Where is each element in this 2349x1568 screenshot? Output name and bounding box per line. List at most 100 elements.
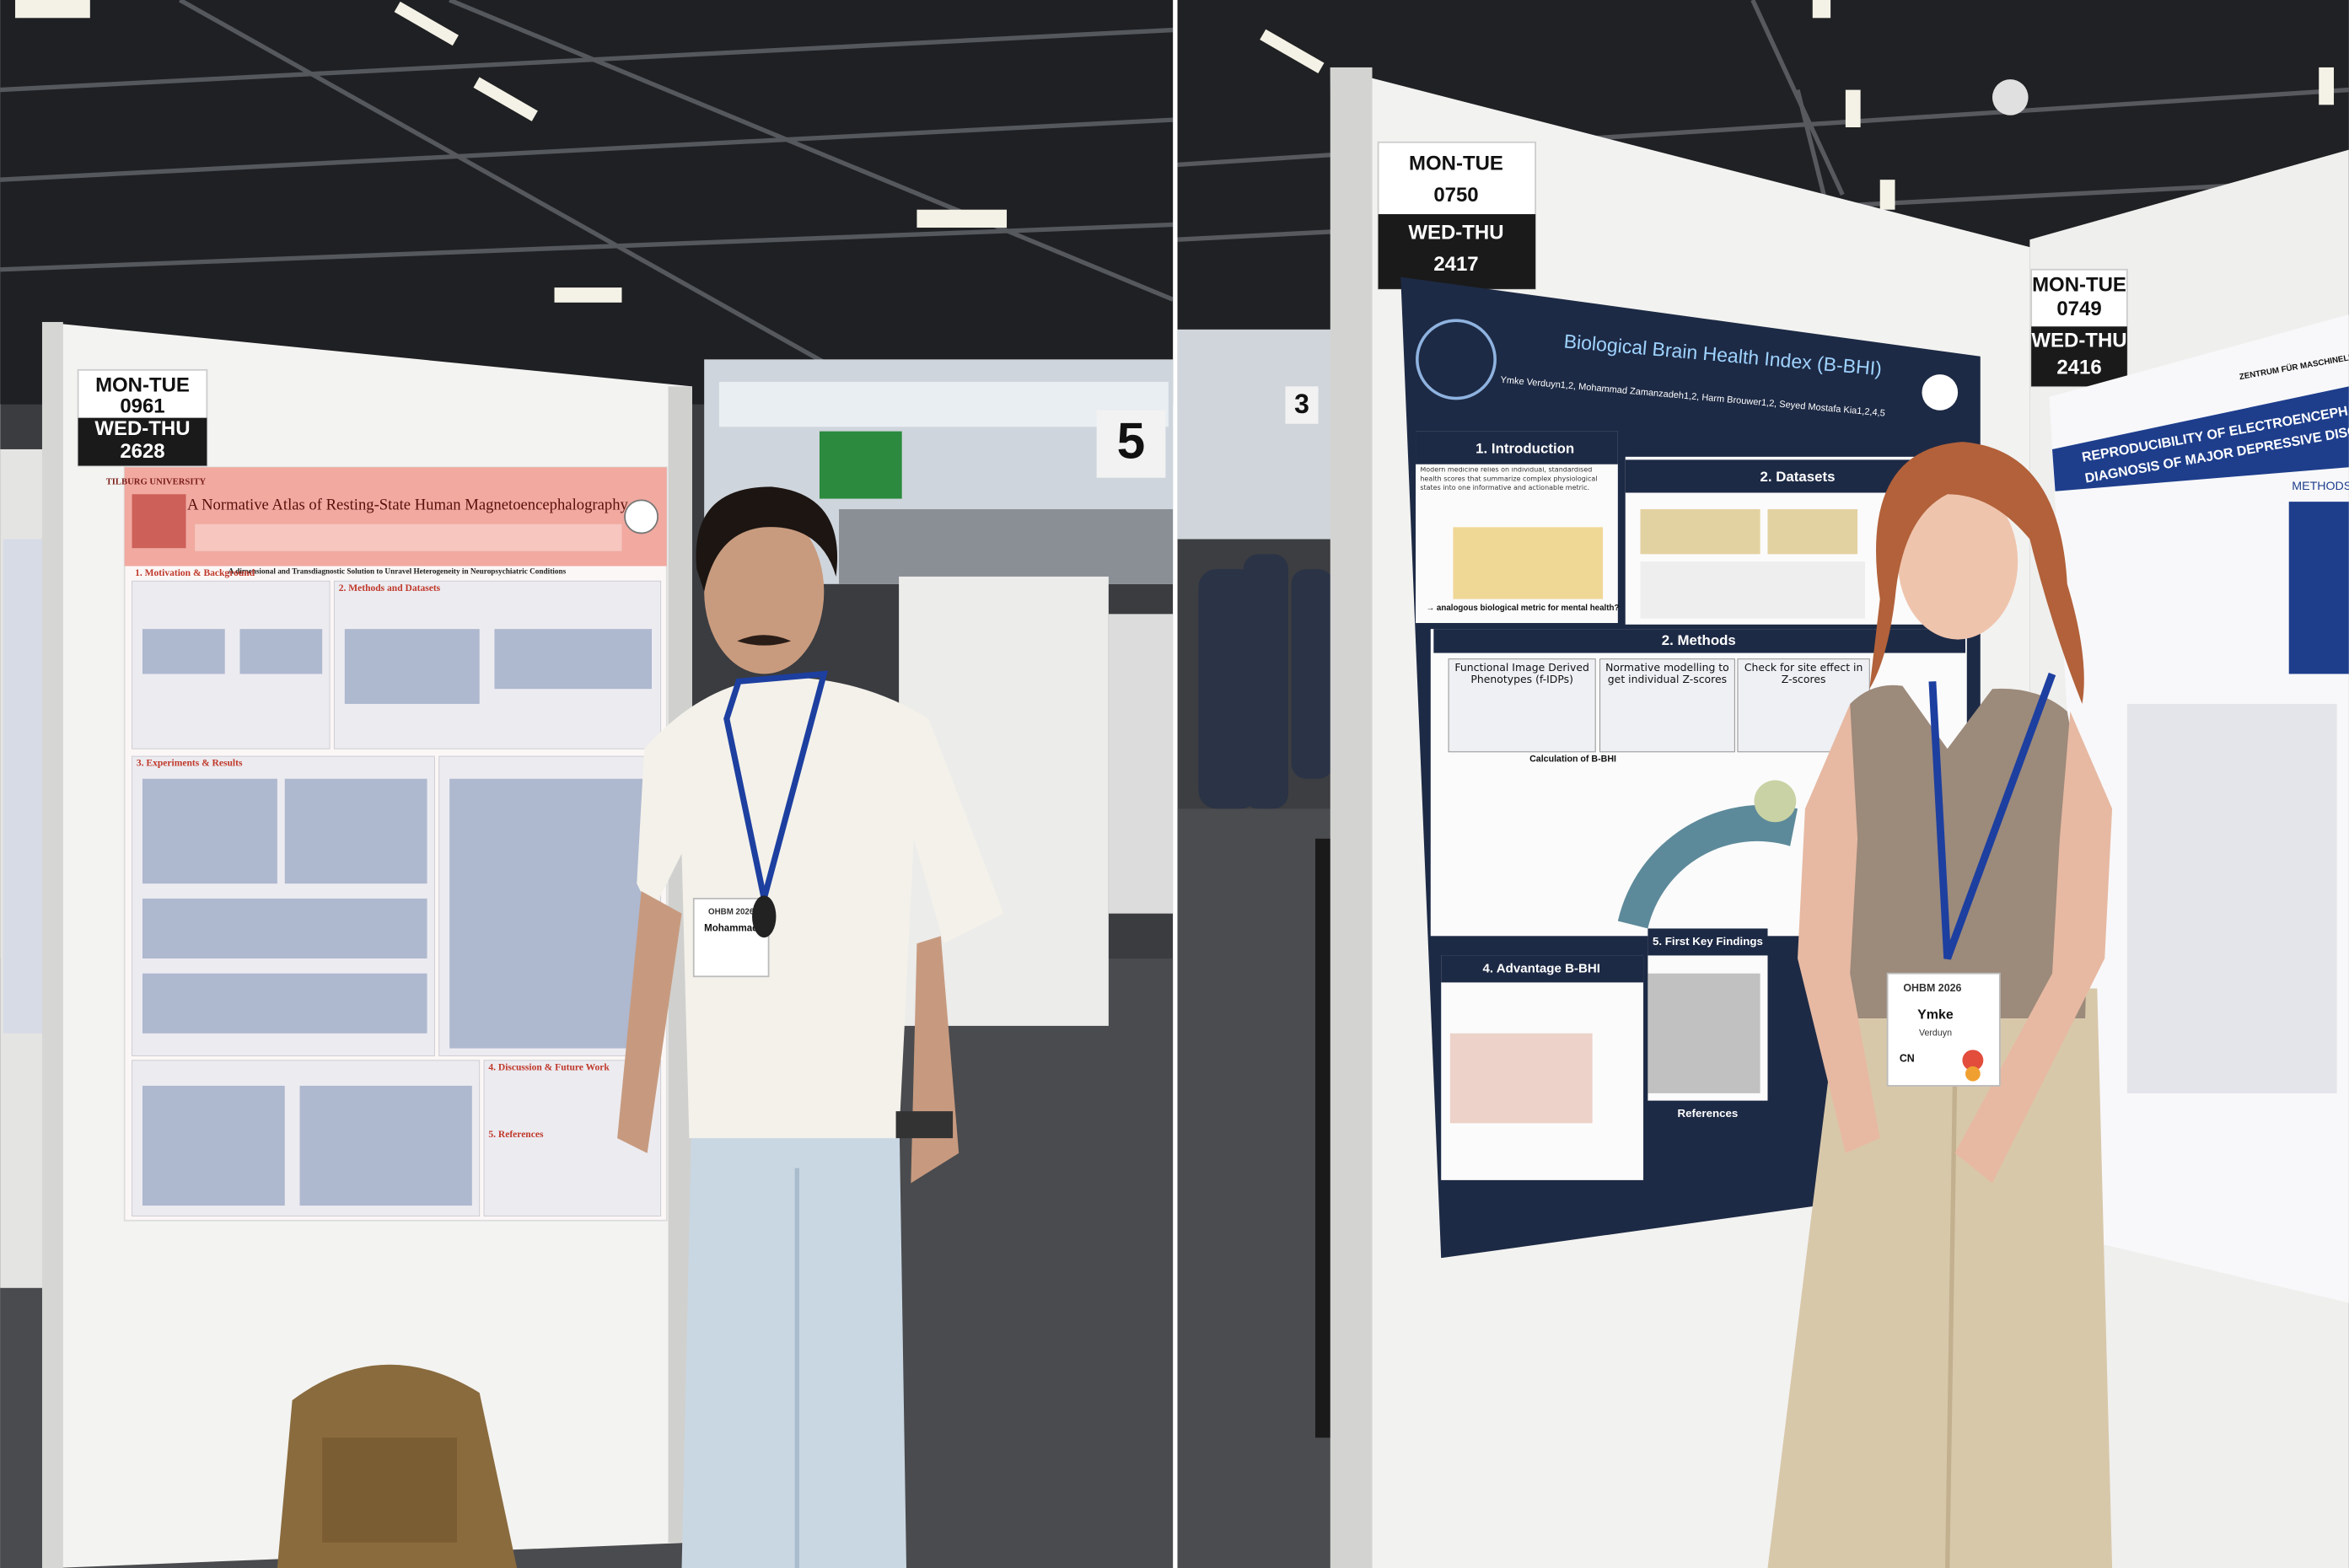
board-days: MON-TUE (2032, 274, 2126, 297)
method-step: Normative modelling to get individual Z-… (1605, 662, 1729, 686)
method-step-box: Check for site effect in Z-scores (1744, 662, 1863, 686)
windows (718, 382, 1169, 427)
badge-event: OHBM 2026 (1903, 982, 1961, 994)
backpack-pocket (322, 1437, 458, 1543)
method-step: Check for site effect in Z-scores (1744, 662, 1863, 686)
badge-clip (752, 895, 777, 938)
arm (1954, 711, 2113, 1184)
board-sign-dark (1378, 214, 1536, 289)
section-heading: 4. Discussion & Future Work (488, 1062, 610, 1072)
badge-name: Mohammad (704, 923, 758, 933)
neighbor-section: METHODS (2292, 480, 2349, 493)
face (704, 509, 825, 674)
watch (895, 1111, 954, 1139)
intro-text-box: Modern medicine relies on individual, st… (1420, 467, 1598, 492)
hall-number: 5 (1117, 412, 1146, 470)
right-photo: 3 MON-TUE 0750 WED-THU 2417 Biological B… (1177, 0, 2349, 1568)
badge-last-name: Verduyn (1919, 1028, 1952, 1039)
duct (839, 509, 1174, 584)
poster-sections: 1. Introduction 2. Datasets 2. Methods 4… (1476, 440, 1835, 1120)
person-left: OHBM 2026 Mohammad (617, 486, 1004, 1568)
arm (617, 891, 682, 1153)
university-logo (1922, 374, 1959, 411)
university-logo (132, 494, 186, 549)
board-sign-dark (2031, 326, 2127, 387)
neighbor-title-bar (2052, 386, 2349, 491)
board-number: 0749 (2056, 298, 2101, 320)
exit-sign (819, 431, 902, 499)
badge-logo (1962, 1050, 1984, 1071)
method-step-box: Functional Image Derived Phenotypes (f-I… (1454, 662, 1589, 686)
hall-number-sign (1096, 410, 1166, 478)
badge-tag: CN (1900, 1052, 1915, 1064)
intro-question: → analogous biological metric for mental… (1426, 604, 1619, 613)
badge (1886, 972, 2001, 1087)
brain-logo (1416, 319, 1497, 400)
dataset-histograms (1640, 509, 1858, 555)
section-heading: 5. First Key Findings (1653, 935, 1763, 948)
dataset-table (1640, 561, 1865, 619)
left-photo: 5 MON-TUE 0961 WED-THU 2628 TILBURG UNIV… (0, 0, 1174, 1568)
poster-sections: 1. Motivation & Background 2. Methods an… (135, 568, 610, 1140)
lanyard (1928, 672, 2056, 960)
section-heading: 4. Advantage B-BHI (1482, 961, 1599, 975)
board-number: 2417 (1433, 253, 1478, 276)
section-heading: 1. Introduction (1476, 440, 1574, 456)
section-heading: 2. Methods (1662, 632, 1736, 648)
gauge (1617, 804, 1798, 929)
trouser-crease (1945, 1078, 1958, 1568)
hall-wall (1177, 329, 1342, 540)
board-days: MON-TUE (1409, 153, 1503, 175)
histogram-figure (1449, 1033, 1593, 1124)
board-sign-dark (78, 417, 207, 466)
hall-number: 3 (1294, 389, 1309, 419)
divider (1173, 0, 1178, 1568)
method-step-box: Normative modelling to get individual Z-… (1605, 662, 1729, 686)
institution: TILBURG UNIVERSITY (106, 477, 207, 486)
section-heading: 3. Experiments & Results (137, 759, 243, 769)
face (1898, 483, 2018, 640)
shirt (637, 676, 1004, 1139)
section-heading: 2. Datasets (1760, 469, 1836, 485)
neighbor-figures (2126, 703, 2337, 1093)
intro-text: Modern medicine relies on individual, st… (1420, 467, 1598, 492)
board-number: 0750 (1433, 184, 1478, 207)
board-frame (41, 321, 63, 1568)
person-right: OHBM 2026 Ymke Verduyn CN (1767, 442, 2113, 1568)
moustache (737, 635, 792, 646)
badge-first-name: Ymke (1917, 1008, 1954, 1023)
section-heading: 5. References (488, 1130, 544, 1140)
ceiling-lights (14, 0, 1008, 303)
arm (1798, 703, 1880, 1153)
brain-icon (1754, 780, 1797, 823)
hair (1869, 442, 2084, 704)
brain-logo (624, 499, 658, 534)
calculation-heading: Calculation of B-BHI (1529, 754, 1616, 765)
health-score-figure (1453, 527, 1604, 599)
badge-logo (1965, 1066, 1981, 1082)
section-heading: References (1678, 1107, 1739, 1120)
section-heading: 2. Methods and Datasets (339, 583, 441, 593)
board-days: MON-TUE (95, 374, 190, 397)
tank-top (1842, 685, 2090, 1019)
neighbor-table (2288, 502, 2349, 674)
section-heading: 1. Motivation & Background (135, 568, 255, 578)
board-number: 2628 (120, 440, 164, 463)
poster-title: A Normative Atlas of Resting-State Human… (187, 497, 629, 514)
board-number: 0961 (120, 395, 164, 418)
ceiling-beams (0, 0, 1174, 406)
badge-event: OHBM 2026 (708, 907, 755, 916)
board-number: 2416 (2056, 356, 2101, 379)
board-days: WED-THU (2031, 329, 2126, 352)
author-list (195, 524, 622, 551)
poster-subtitle: A dimensional and Transdiagnostic Soluti… (228, 567, 567, 576)
background-poster (1108, 614, 1174, 914)
board-days: WED-THU (94, 417, 190, 440)
jeans (681, 1093, 907, 1568)
board-days: WED-THU (1408, 221, 1503, 244)
camera (1992, 79, 2029, 115)
hall-number-sign (1285, 386, 1319, 424)
method-boxes (1448, 658, 1870, 753)
method-step: Functional Image Derived Phenotypes (f-I… (1454, 662, 1589, 686)
